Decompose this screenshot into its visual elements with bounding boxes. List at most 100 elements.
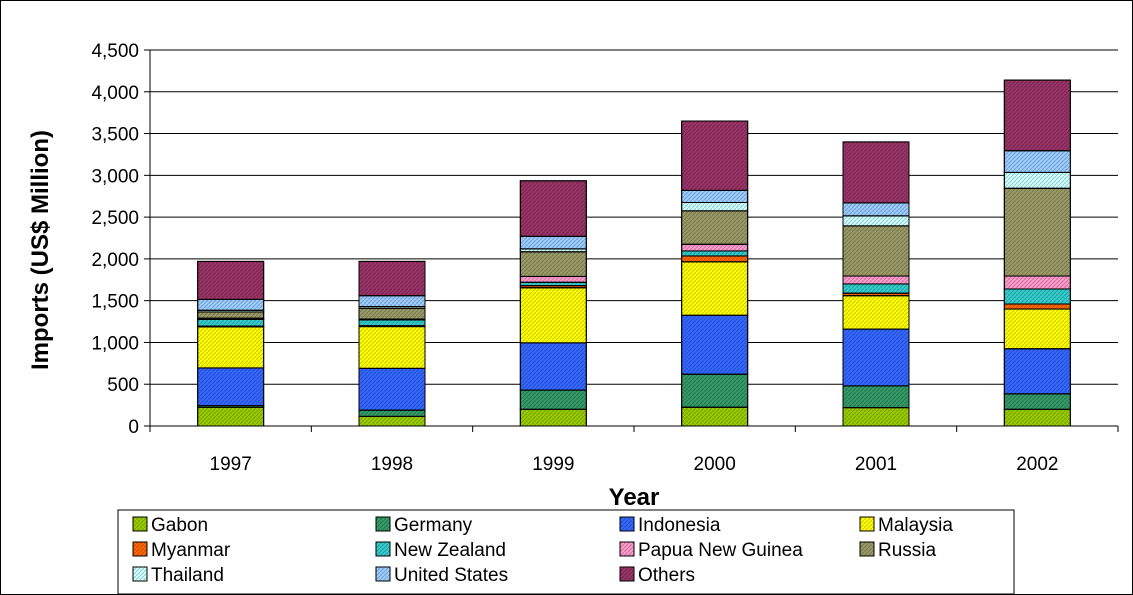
y-tick-label: 1,000 [91, 333, 139, 354]
legend-item: Russia [859, 540, 937, 561]
bar-segment [681, 261, 749, 316]
bar-segment [1003, 348, 1071, 395]
bar-segment [519, 235, 587, 250]
bar-segment [197, 311, 265, 319]
bar-segment [681, 201, 749, 212]
bar-segment [1003, 408, 1071, 427]
x-tick-labels: 1997 1998 1999 2000 2001 2002 [210, 454, 1059, 475]
axes [144, 49, 1119, 432]
bar-stacks [197, 79, 1071, 427]
bar-segment [197, 326, 265, 369]
x-tick-label: 1999 [532, 454, 574, 475]
bar-segment [519, 389, 587, 410]
bar-segment [1003, 308, 1071, 350]
bar-segment [358, 409, 426, 417]
bar-segment [842, 141, 910, 204]
bar-segment [842, 225, 910, 277]
bar-segment [197, 406, 265, 427]
y-tick-label: 4,500 [91, 41, 139, 62]
y-axis-title: Imports (US$ Million) [27, 130, 54, 370]
legend-item: Myanmar [132, 540, 231, 561]
bar-segment [358, 415, 426, 427]
bar-segment [1003, 171, 1071, 189]
bar-segment [358, 260, 426, 297]
bar-segment [358, 307, 426, 320]
legend-label: Others [638, 565, 695, 586]
x-tick-label: 2002 [1016, 454, 1058, 475]
bar-segment [197, 367, 265, 407]
legend-label: Myanmar [151, 540, 231, 561]
legend-label: Thailand [151, 565, 224, 586]
legend-item: Germany [375, 515, 473, 536]
legend-item: Others [619, 565, 695, 586]
bar-segment [358, 319, 426, 327]
legend-label: Papua New Guinea [638, 540, 803, 561]
bar-segment [681, 255, 749, 263]
bar-segment [519, 180, 587, 237]
legend-item: United States [375, 565, 508, 586]
legend-item: Indonesia [619, 515, 721, 536]
legend-label: Gabon [151, 515, 208, 536]
y-tick-label: 3,500 [91, 125, 139, 146]
legend-item: Papua New Guinea [619, 540, 803, 561]
gridlines [150, 49, 1118, 385]
bar-segment [519, 251, 587, 277]
bar-segment [358, 326, 426, 369]
legend-item: Thailand [132, 565, 224, 586]
bar-segment [681, 189, 749, 203]
legend-item: New Zealand [375, 540, 506, 561]
bar-segment [519, 287, 587, 344]
bar-segment [681, 120, 749, 191]
x-tick-label: 1998 [371, 454, 413, 475]
bar-segment [842, 295, 910, 330]
bar-segment [842, 385, 910, 409]
x-tick-label: 2000 [694, 454, 736, 475]
bar-segment [358, 367, 426, 411]
bar-segment [1003, 303, 1071, 310]
bar-segment [1003, 187, 1071, 277]
bar-segment [519, 281, 587, 287]
bar-segment [842, 283, 910, 294]
bar-segment [681, 314, 749, 375]
bar-segment [197, 298, 265, 311]
legend: Gabon Germany Indonesia Malaysia Myanmar New … [117, 509, 1015, 595]
x-tick-label: 2001 [855, 454, 897, 475]
bar-segment [197, 260, 265, 300]
y-tick-labels: 0 500 1,000 1,500 2,000 2,500 3,000 3,500 4,000 4… [91, 41, 139, 438]
y-tick-label: 500 [107, 375, 139, 396]
bar-segment [1003, 79, 1071, 152]
x-tick-label: 1997 [210, 454, 252, 475]
bar-segment [842, 407, 910, 427]
bar-segment [681, 210, 749, 245]
bar-segment [1003, 288, 1071, 305]
bar-segment [842, 215, 910, 227]
y-tick-label: 1,500 [91, 292, 139, 313]
bar-segment [842, 202, 910, 217]
bar-segment [519, 342, 587, 391]
legend-label: Indonesia [638, 515, 721, 536]
bar-segment [681, 250, 749, 257]
legend-label: Russia [878, 540, 937, 561]
legend-label: New Zealand [394, 540, 506, 561]
bar-segment [842, 275, 910, 285]
x-axis-title: Year [609, 484, 660, 511]
bar-segment [519, 408, 587, 427]
y-tick-label: 2,000 [91, 250, 139, 271]
bar-segment [519, 275, 587, 283]
y-tick-label: 4,000 [91, 83, 139, 104]
bar-segment [1003, 393, 1071, 410]
bar-segment [358, 295, 426, 308]
legend-item: Gabon [132, 515, 208, 536]
bar-segment [681, 373, 749, 408]
y-tick-label: 2,500 [91, 208, 139, 229]
y-tick-label: 0 [128, 417, 139, 438]
y-tick-label: 3,000 [91, 166, 139, 187]
bar-segment [1003, 275, 1071, 290]
bar-segment [842, 328, 910, 387]
legend-label: United States [394, 565, 508, 586]
bar-segment [197, 318, 265, 327]
bar-segment [681, 406, 749, 427]
legend-item: Malaysia [859, 515, 953, 536]
bar-segment [1003, 150, 1071, 173]
